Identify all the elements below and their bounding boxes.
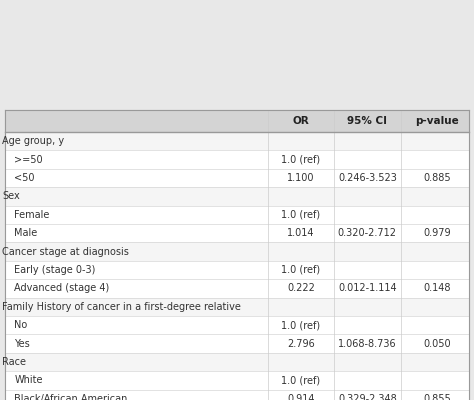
FancyBboxPatch shape <box>5 298 469 316</box>
FancyBboxPatch shape <box>5 224 469 242</box>
Text: No: No <box>14 320 27 330</box>
Text: 0.914: 0.914 <box>287 394 315 400</box>
Text: Race: Race <box>2 357 27 367</box>
Text: 0.246-3.523: 0.246-3.523 <box>338 173 397 183</box>
FancyBboxPatch shape <box>5 110 469 132</box>
FancyBboxPatch shape <box>5 279 469 298</box>
Text: 0.855: 0.855 <box>423 394 451 400</box>
FancyBboxPatch shape <box>5 371 469 390</box>
Text: OR: OR <box>292 116 310 126</box>
Text: 2.796: 2.796 <box>287 338 315 349</box>
Text: 1.068-8.736: 1.068-8.736 <box>338 338 397 349</box>
Text: >=50: >=50 <box>14 155 43 165</box>
Text: 0.329-2.348: 0.329-2.348 <box>338 394 397 400</box>
Text: Cancer stage at diagnosis: Cancer stage at diagnosis <box>2 246 129 257</box>
Text: Age group, y: Age group, y <box>2 136 64 146</box>
FancyBboxPatch shape <box>5 334 469 353</box>
Text: 1.014: 1.014 <box>287 228 315 238</box>
Text: Male: Male <box>14 228 37 238</box>
FancyBboxPatch shape <box>5 390 469 400</box>
Text: Early (stage 0-3): Early (stage 0-3) <box>14 265 96 275</box>
FancyBboxPatch shape <box>5 187 469 206</box>
Text: Female: Female <box>14 210 50 220</box>
FancyBboxPatch shape <box>5 261 469 279</box>
FancyBboxPatch shape <box>5 353 469 371</box>
Text: p-value: p-value <box>415 116 459 126</box>
Text: 1.0 (ref): 1.0 (ref) <box>282 210 320 220</box>
Text: 1.100: 1.100 <box>287 173 315 183</box>
FancyBboxPatch shape <box>5 110 469 400</box>
Text: 0.050: 0.050 <box>423 338 451 349</box>
Text: 0.222: 0.222 <box>287 283 315 294</box>
Text: White: White <box>14 375 43 386</box>
FancyBboxPatch shape <box>5 132 469 150</box>
Text: 1.0 (ref): 1.0 (ref) <box>282 320 320 330</box>
FancyBboxPatch shape <box>5 242 469 261</box>
Text: Black/African American: Black/African American <box>14 394 128 400</box>
Text: Sex: Sex <box>2 192 20 202</box>
Text: 1.0 (ref): 1.0 (ref) <box>282 375 320 386</box>
Text: 95% CI: 95% CI <box>347 116 387 126</box>
Text: 1.0 (ref): 1.0 (ref) <box>282 155 320 165</box>
Text: Family History of cancer in a first-degree relative: Family History of cancer in a first-degr… <box>2 302 241 312</box>
Text: 1.0 (ref): 1.0 (ref) <box>282 265 320 275</box>
Text: Yes: Yes <box>14 338 30 349</box>
Text: Advanced (stage 4): Advanced (stage 4) <box>14 283 109 294</box>
Text: 0.979: 0.979 <box>423 228 451 238</box>
FancyBboxPatch shape <box>5 316 469 334</box>
Text: 0.320-2.712: 0.320-2.712 <box>338 228 397 238</box>
Text: 0.148: 0.148 <box>423 283 451 294</box>
FancyBboxPatch shape <box>5 169 469 187</box>
FancyBboxPatch shape <box>5 150 469 169</box>
Text: 0.885: 0.885 <box>423 173 451 183</box>
FancyBboxPatch shape <box>5 206 469 224</box>
Text: 0.012-1.114: 0.012-1.114 <box>338 283 397 294</box>
Text: <50: <50 <box>14 173 35 183</box>
